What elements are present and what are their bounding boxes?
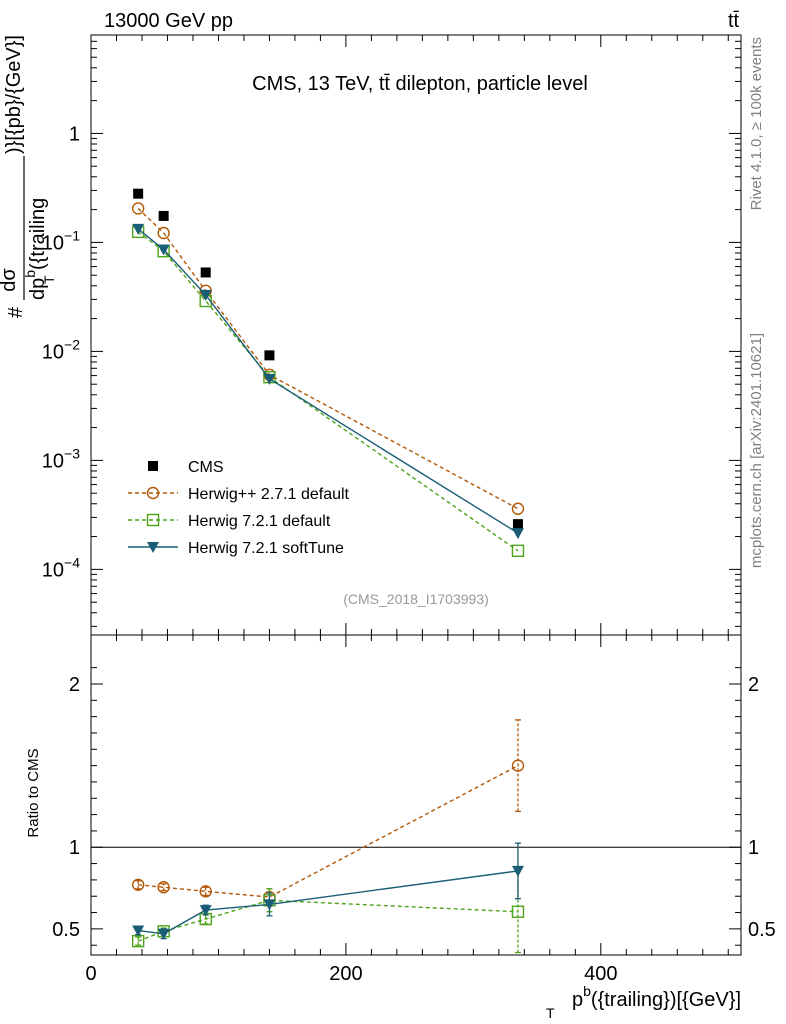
ratio-plot-frame [90,634,742,956]
ratio-line-herwig-7-2-1-default [137,899,518,942]
main-y-axis-label: # dσ dpb({trailing T )}[{pb}/{GeV}] [0,35,57,318]
ratio-line-herwig-2-7-1-default [138,764,519,898]
ylabel-frac-bottom: dp [27,278,49,300]
main-point-herwig-7-2-1-softtune [157,244,170,256]
main-y-tick-label: 1 [69,123,80,145]
svg-text:pb({trailing})[{GeV}]: pb({trailing})[{GeV}] [572,983,741,1011]
legend-marker-cms [148,461,158,471]
ratio-series-layer [131,719,525,954]
main-point-herwig-7-2-1-softtune [263,373,276,385]
ratio-point-herwig-2-7-1-default [199,885,212,898]
svg-text:dpb({trailing: dpb({trailing [22,198,49,300]
legend: CMS Herwig++ 2.7.1 default Herwig 7.2.1 de… [128,459,350,557]
ratio-y-axis: 0.5 0.5 1 1 2 2 [52,667,776,946]
svg-text:T: T [41,275,57,284]
legend-label-cms: CMS [188,459,224,476]
x-tick-label: 0 [85,963,96,985]
xlabel-sub: T [546,1005,555,1021]
process-label: tt̄ [728,10,740,32]
legend-label-herwig-2-7-1-default: Herwig++ 2.7.1 default [188,486,350,503]
main-point-cms [158,210,169,221]
ylabel-prefix: # [5,306,27,318]
main-point-herwig-2-7-1-default [511,502,525,515]
main-point-herwig-7-2-1-softtune [511,528,524,540]
ylabel-suffix: )}[{pb}/{GeV}] [3,35,25,154]
legend-marker-herwig-7-2-1-softtune [147,542,159,553]
xlabel-rest: ({trailing})[{GeV}] [591,989,741,1011]
main-line-herwig-7-2-1-default [137,231,519,552]
ratio-y-tick-label: 0.5 [52,919,80,941]
main-y-tick-base: 10 [42,559,64,581]
ylabel-frac-top: dσ [0,268,20,292]
main-y-axis: 110−110−210−310−4 [42,123,741,581]
main-series-layer [131,188,525,558]
ylabel-frac-bottom-rest: ({trailing [27,198,49,270]
ratio-point-herwig-2-7-1-default [511,759,525,772]
xlabel-main: p [572,989,583,1011]
main-y-tick-base: 10 [42,232,64,254]
main-y-tick-base: 1 [69,123,80,145]
ratio-y-tick-label: 1 [69,837,80,859]
legend-label-herwig-7-2-1-softtune: Herwig 7.2.1 softTune [188,540,344,557]
ratio-point-herwig-7-2-1-default [511,905,525,918]
ratio-y-axis-label: Ratio to CMS [25,748,42,837]
main-y-tick-label: 10−1 [42,227,80,254]
main-y-tick-label: 10−3 [42,445,80,472]
ratio-point-herwig-7-2-1-softtune [263,899,276,911]
legend-marker-herwig-7-2-1-default [146,513,160,527]
main-y-tick-base: 10 [42,450,64,472]
ratio-point-herwig-2-7-1-default [157,881,170,894]
ratio-point-herwig-7-2-1-softtune [199,905,212,917]
main-point-herwig-2-7-1-default [131,202,145,215]
legend-marker-herwig-2-7-1-default [146,486,160,500]
plot-title: CMS, 13 TeV, tt̄ dilepton, particle leve… [252,73,588,95]
main-point-cms [133,188,144,199]
svg-text:T: T [546,1005,555,1021]
svg-text:dσ: dσ [0,268,20,292]
main-y-tick-base: 10 [42,341,64,363]
main-y-minor-ticks [91,34,741,627]
energy-label: 13000 GeV pp [104,10,233,32]
main-y-tick-label: 10−4 [42,554,80,581]
side-label-rivet: Rivet 4.1.0, ≥ 100k events [748,37,765,210]
main-y-tick-exp: −3 [64,445,80,461]
x-axis: 0 200 400 [85,35,729,985]
main-point-cms [200,267,211,278]
ratio-y-tick-label-right: 0.5 [748,919,776,941]
ylabel-frac-bottom-sup: b [22,270,38,278]
legend-label-herwig-7-2-1-default: Herwig 7.2.1 default [188,513,331,530]
svg-text:)}[{pb}/{GeV}]: )}[{pb}/{GeV}] [3,35,25,154]
main-y-tick-exp: −4 [64,554,80,570]
ratio-y-tick-label-right: 1 [748,837,759,859]
analysis-id: (CMS_2018_I1703993) [343,591,489,607]
main-y-tick-exp: −1 [64,227,80,243]
svg-text:#: # [5,306,27,318]
ratio-point-herwig-7-2-1-softtune [511,865,524,877]
main-point-herwig-7-2-1-softtune [132,223,145,235]
xlabel-sup: b [583,983,591,999]
ratio-point-herwig-7-2-1-softtune [132,925,145,937]
ylabel-frac-bottom-sub: T [41,275,57,284]
main-point-herwig-7-2-1-softtune [199,289,212,301]
main-y-tick-label: 10−2 [42,336,80,363]
x-tick-label: 200 [329,963,362,985]
ratio-point-herwig-2-7-1-default [131,878,145,891]
main-point-herwig-2-7-1-default [157,226,170,240]
x-tick-label: 400 [584,963,617,985]
main-point-cms [264,350,275,361]
main-point-herwig-7-2-1-default [511,544,525,558]
side-label-site: mcplots.cern.ch [arXiv:2401.10621] [748,333,765,568]
ratio-point-herwig-7-2-1-softtune [157,928,170,940]
x-axis-label: pb({trailing})[{GeV}] T [546,983,741,1021]
main-point-cms [512,519,523,530]
ratio-y-tick-label-right: 2 [748,674,759,696]
main-y-tick-exp: −2 [64,336,80,352]
ratio-y-tick-label: 2 [69,674,80,696]
